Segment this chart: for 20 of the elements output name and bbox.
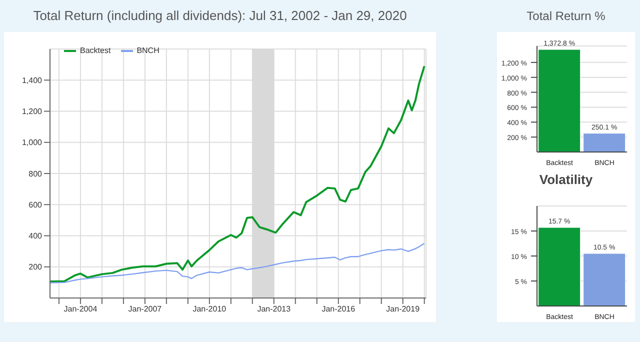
y-tick-label: 400 [28, 232, 43, 241]
y-tick-label: 600 [28, 200, 43, 210]
chart-title: Volatility [497, 168, 635, 192]
x-tick-label: Jan-2007 [128, 304, 162, 314]
x-tick-label: Jan-2019 [386, 304, 420, 314]
legend-label: BNCH [136, 46, 160, 55]
x-tick-label: Jan-2016 [322, 304, 356, 314]
legend-label: Backtest [79, 46, 111, 55]
y-tick-label: 200 [28, 262, 43, 272]
x-tick-label: Jan-2013 [257, 304, 292, 314]
y-tick-label: 1,400 [22, 76, 43, 85]
x-tick-label: Jan-2004 [64, 304, 98, 314]
line-series [50, 65, 426, 283]
y-tick-label: 800 [28, 169, 43, 178]
chart-title: Total Return % [526, 8, 606, 25]
y-tick-label: 1,000 [22, 138, 43, 148]
x-tick-label: Jan-2010 [192, 304, 227, 314]
chart-title: Total Return (including all dividends): Jul 31, 2002 - Jan 29, 2020 [32, 7, 408, 25]
y-tick-label: 1,200 [22, 107, 43, 116]
line-series [50, 242, 425, 284]
